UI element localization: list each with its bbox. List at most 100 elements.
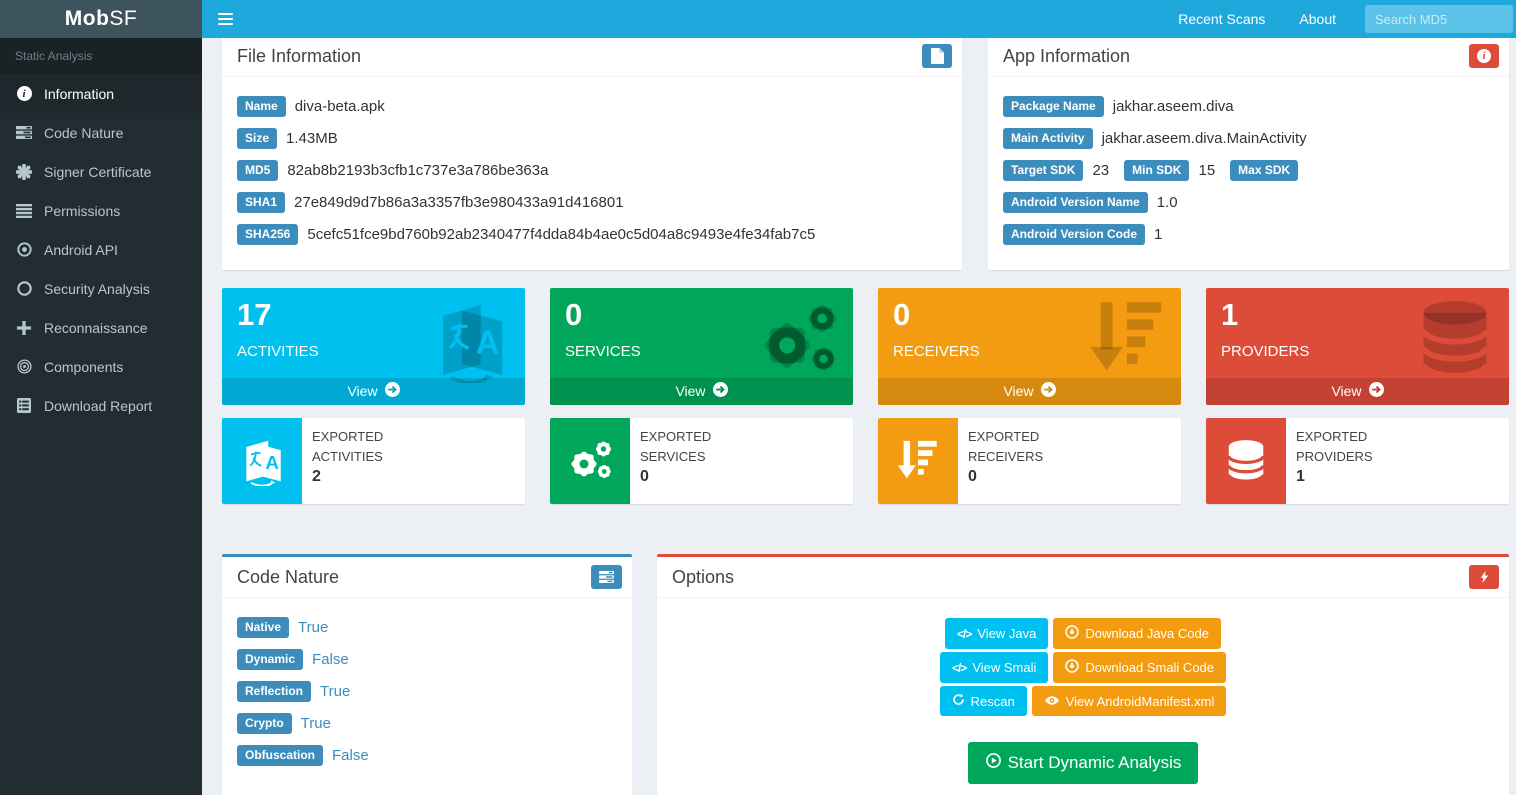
obfuscation-badge: Obfuscation: [237, 745, 324, 766]
activities-stat-box: A 17 ACTIVITIES View: [222, 288, 525, 405]
sha1-badge: SHA1: [237, 192, 286, 213]
svg-text:A: A: [265, 452, 279, 473]
arrow-circle-right-icon: [1368, 382, 1384, 400]
sidebar-item-security-analysis[interactable]: Security Analysis: [0, 269, 202, 308]
start-dynamic-analysis-button[interactable]: Start Dynamic Analysis: [967, 742, 1199, 784]
exported-providers-label: EXPORTED PROVIDERS: [1296, 429, 1373, 464]
exported-activities-count: 2: [312, 468, 321, 485]
refresh-icon: [952, 693, 965, 709]
file-icon[interactable]: [922, 44, 952, 68]
sidebar-toggle-icon[interactable]: [202, 0, 248, 38]
sidebar-item-android-api[interactable]: Android API: [0, 230, 202, 269]
android-version-name-badge: Android Version Name: [1003, 192, 1148, 213]
rescan-label: Rescan: [970, 693, 1015, 709]
search-input[interactable]: [1365, 5, 1513, 33]
sidebar-item-label: Security Analysis: [44, 280, 150, 297]
activities-count: 17: [237, 297, 272, 332]
sidebar-item-download-report[interactable]: Download Report: [0, 386, 202, 425]
code-nature-row-crypto: Crypto True: [237, 713, 617, 734]
bolt-icon[interactable]: [1469, 565, 1499, 589]
services-view-link[interactable]: View: [550, 378, 853, 405]
sidebar: Mob SF Static Analysis i Information Code…: [0, 0, 202, 795]
view-androidmanifest-button[interactable]: View AndroidManifest.xml: [1031, 686, 1227, 716]
reflection-badge: Reflection: [237, 681, 312, 702]
exported-services-box: EXPORTED SERVICES 0: [550, 418, 853, 504]
sidebar-item-label: Signer Certificate: [44, 163, 152, 180]
sidebar-item-label: Android API: [44, 241, 118, 258]
sidebar-item-permissions[interactable]: Permissions: [0, 191, 202, 230]
sidebar-item-signer-certificate[interactable]: Signer Certificate: [0, 152, 202, 191]
providers-stat-box: 1 PROVIDERS View: [1206, 288, 1509, 405]
exported-services-label: EXPORTED SERVICES: [640, 429, 712, 464]
view-androidmanifest-label: View AndroidManifest.xml: [1065, 693, 1215, 709]
main-activity-badge: Main Activity: [1003, 128, 1093, 149]
app-row-sdk: Target SDK 23 Min SDK 15 Max SDK: [1003, 160, 1494, 181]
dynamic-value: False: [312, 651, 349, 668]
app-information-card: App Information i Package Name jakhar.as…: [988, 33, 1509, 270]
file-row-sha256: SHA256 5cefc51fce9bd760b92ab2340477f4dda…: [237, 224, 947, 245]
android-version-code-value: 1: [1154, 226, 1163, 243]
brand-light: SF: [109, 7, 138, 30]
nav-link-about[interactable]: About: [1299, 11, 1336, 27]
crypto-value: True: [300, 715, 331, 732]
target-sdk-badge: Target SDK: [1003, 160, 1084, 181]
tasks-icon: [15, 126, 33, 139]
sidebar-item-label: Download Report: [44, 397, 153, 414]
align-justify-icon: [15, 203, 33, 218]
sha256-badge: SHA256: [237, 224, 299, 245]
report-icon: [15, 398, 33, 413]
view-smali-label: View Smali: [972, 660, 1037, 675]
play-circle-icon: [985, 752, 1002, 774]
receivers-view-link[interactable]: View: [878, 378, 1181, 405]
view-label: View: [675, 383, 706, 399]
main-activity-value: jakhar.aseem.diva.MainActivity: [1101, 130, 1307, 147]
plus-icon: [15, 320, 33, 335]
options-card: Options </> View Java Download Java Code: [657, 554, 1509, 795]
language-icon: A: [427, 297, 513, 388]
nav-link-recent-scans[interactable]: Recent Scans: [1178, 11, 1266, 27]
sidebar-item-information[interactable]: i Information: [0, 74, 202, 113]
android-version-code-badge: Android Version Code: [1003, 224, 1146, 245]
sidebar-item-components[interactable]: Components: [0, 347, 202, 386]
start-dynamic-analysis-label: Start Dynamic Analysis: [1007, 753, 1182, 772]
view-java-button[interactable]: </> View Java: [945, 618, 1049, 649]
activities-view-link[interactable]: View: [222, 378, 525, 405]
code-nature-card: Code Nature Native True Dynamic False Re…: [222, 554, 632, 795]
info-circle-icon[interactable]: i: [1469, 44, 1499, 68]
view-java-label: View Java: [977, 626, 1037, 641]
download-smali-code-button[interactable]: Download Smali Code: [1053, 652, 1227, 683]
services-stat-box: 0 SERVICES View: [550, 288, 853, 405]
sidebar-section-label: Static Analysis: [0, 38, 202, 74]
receivers-stat-box: 0 RECEIVERS View: [878, 288, 1181, 405]
sort-amount-icon: [878, 418, 958, 504]
name-badge: Name: [237, 96, 286, 117]
database-icon: [1206, 418, 1286, 504]
code-nature-row-native: Native True: [237, 617, 617, 638]
file-row-name: Name diva-beta.apk: [237, 96, 947, 117]
rescan-button[interactable]: Rescan: [939, 686, 1027, 716]
obfuscation-value: False: [332, 747, 369, 764]
exported-providers-count: 1: [1296, 468, 1305, 485]
app-row-version-code: Android Version Code 1: [1003, 224, 1494, 245]
brand-logo[interactable]: Mob SF: [0, 0, 202, 38]
database-icon: [1413, 297, 1497, 386]
sidebar-item-code-nature[interactable]: Code Nature: [0, 113, 202, 152]
eye-icon: [1044, 694, 1060, 709]
sidebar-item-reconnaissance[interactable]: Reconnaissance: [0, 308, 202, 347]
code-icon: </>: [951, 660, 967, 675]
download-circle-icon: [1065, 625, 1080, 642]
file-sha256-value: 5cefc51fce9bd760b92ab2340477f4dda84b4ae0…: [307, 226, 816, 243]
tasks-icon[interactable]: [591, 565, 622, 589]
view-smali-button[interactable]: </> View Smali: [939, 652, 1049, 683]
file-information-title: File Information: [237, 45, 362, 66]
code-nature-row-reflection: Reflection True: [237, 681, 617, 702]
providers-view-link[interactable]: View: [1206, 378, 1509, 405]
exported-activities-label: EXPORTED ACTIVITIES: [312, 429, 384, 464]
min-sdk-badge: Min SDK: [1124, 160, 1190, 181]
download-java-code-button[interactable]: Download Java Code: [1053, 618, 1221, 649]
exported-receivers-label: EXPORTED RECEIVERS: [968, 429, 1044, 464]
size-badge: Size: [237, 128, 278, 149]
info-circle-icon: i: [15, 86, 33, 101]
services-label: SERVICES: [565, 342, 641, 360]
crypto-badge: Crypto: [237, 713, 292, 734]
